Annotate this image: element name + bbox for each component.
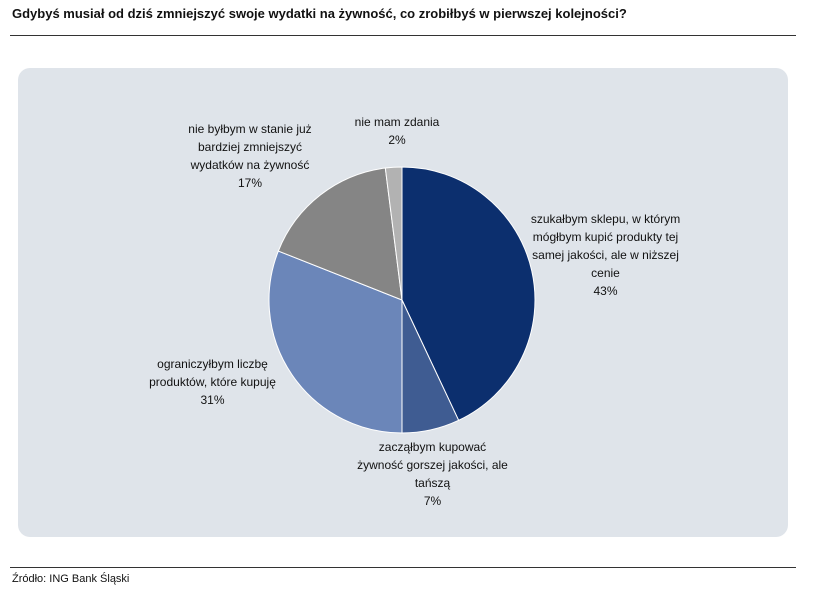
category-label: nie mam zdania	[354, 115, 440, 129]
slice-label: nie byłbym w stanie już bardziej zmniejs…	[170, 120, 330, 192]
value-label: 2%	[388, 133, 406, 147]
pie-slice	[401, 166, 536, 422]
source: Źródło: ING Bank Śląski	[12, 573, 130, 585]
category-label: szukałbym sklepu, w którym mógłbym kupić…	[530, 212, 681, 280]
slice-label: nie mam zdania 2%	[347, 113, 447, 149]
value-label: 7%	[423, 494, 442, 508]
value-label: 17%	[237, 176, 263, 190]
category-label: ograniczyłbym liczbę produktów, które ku…	[149, 357, 276, 389]
value-label: 31%	[200, 393, 225, 407]
slice-label: ograniczyłbym liczbę produktów, które ku…	[130, 355, 295, 409]
rule	[10, 35, 796, 36]
pie-slice	[277, 167, 403, 301]
chart-title: Gdybyś musiał od dziś zmniejszyć swoje w…	[12, 6, 627, 21]
value-label: 43%	[593, 284, 618, 298]
category-label: zacząłbym kupować żywność gorszej jakośc…	[357, 440, 508, 490]
pie-slice	[384, 166, 403, 301]
category-label: nie byłbym w stanie już bardziej zmniejs…	[188, 122, 312, 172]
slice-label: szukałbym sklepu, w którym mógłbym kupić…	[528, 210, 683, 300]
slice-label: zacząłbym kupować żywność gorszej jakośc…	[355, 438, 510, 510]
pie-slice	[268, 250, 403, 434]
rule	[10, 567, 796, 568]
